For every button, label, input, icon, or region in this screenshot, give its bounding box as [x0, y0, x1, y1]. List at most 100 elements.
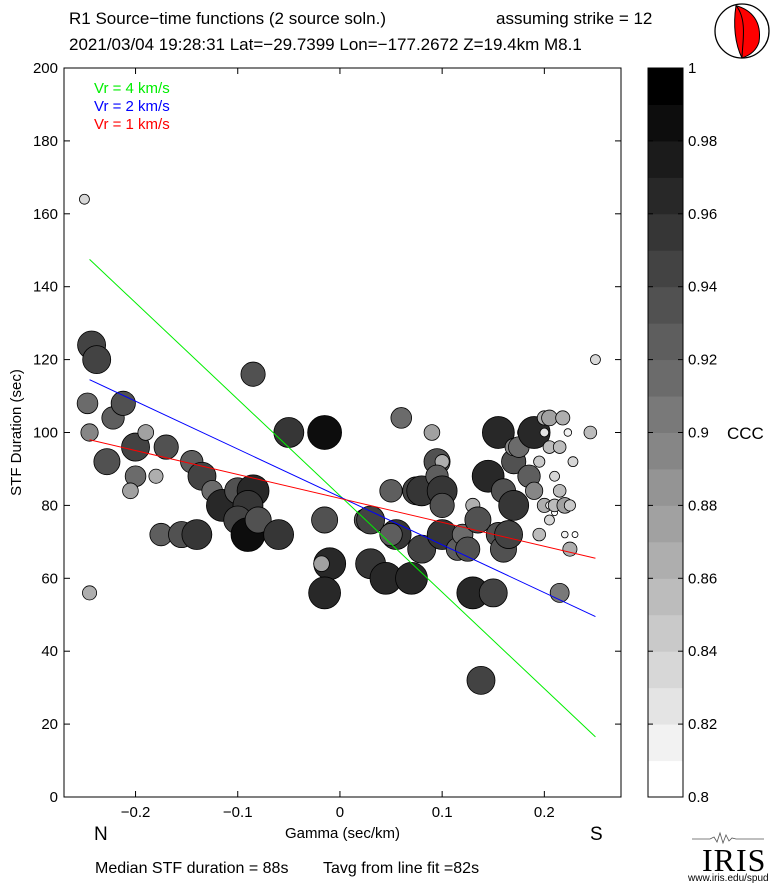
north-label: N	[94, 824, 108, 845]
colorbar-swatch	[648, 286, 683, 324]
y-tick-label: 180	[33, 133, 58, 150]
colorbar-tick-label: 0.84	[688, 643, 717, 660]
colorbar-swatch	[648, 68, 683, 105]
data-point	[423, 424, 441, 441]
data-point	[313, 555, 330, 572]
fit-line	[89, 379, 596, 618]
colorbar-tick-label: 0.92	[688, 352, 717, 369]
iris-logo: IRIS www.iris.edu/spud	[688, 830, 769, 885]
data-point	[541, 409, 558, 427]
data-point	[93, 448, 121, 476]
data-point	[379, 479, 403, 503]
legend-entry: Vr = 4 km/s	[94, 80, 170, 97]
data-point	[263, 519, 294, 550]
title-strike: assuming strike = 12	[496, 9, 653, 28]
x-tick-label: 0	[336, 804, 344, 821]
south-label: S	[590, 824, 603, 845]
data-point	[583, 425, 598, 440]
data-point	[498, 490, 530, 521]
colorbar-swatch	[648, 687, 683, 725]
data-point	[244, 506, 272, 534]
data-point	[307, 415, 342, 450]
data-point	[153, 434, 179, 460]
scatter-points	[76, 193, 601, 695]
colorbar-swatch	[648, 250, 683, 288]
colorbar-swatch	[648, 578, 683, 616]
data-point	[148, 468, 164, 484]
colorbar-swatch	[648, 614, 683, 652]
colorbar-swatch	[648, 760, 683, 798]
data-point	[482, 416, 515, 449]
data-point	[429, 492, 455, 518]
colorbar-swatch	[648, 140, 683, 178]
data-point	[80, 423, 99, 442]
colorbar-tick-label: 1	[688, 60, 696, 77]
tavg-line-fit: Tavg from line fit =82s	[323, 860, 480, 877]
data-point	[478, 578, 508, 608]
y-tick-label: 0	[50, 789, 58, 806]
data-point	[395, 561, 428, 595]
data-point	[549, 470, 560, 482]
iris-url: www.iris.edu/spud	[688, 873, 769, 884]
data-point	[552, 484, 567, 498]
x-tick-label: 0.2	[534, 804, 555, 821]
y-tick-label: 80	[41, 497, 58, 514]
data-point	[555, 410, 571, 426]
data-point	[311, 506, 339, 534]
data-point	[308, 576, 341, 610]
colorbar-tick-label: 0.82	[688, 716, 717, 733]
data-point	[525, 481, 544, 500]
y-tick-label: 140	[33, 279, 58, 296]
data-point	[544, 514, 555, 526]
chart-text: −0.2 −0.1 0 0.1 0.2 0 20 40 60 80 100 120 140 160 180 2…	[8, 60, 764, 845]
x-tick-label: −0.1	[223, 804, 253, 821]
median-duration: Median STF duration = 88s	[95, 860, 289, 877]
data-point	[562, 541, 578, 557]
data-point	[240, 361, 266, 387]
colorbar-tick-label: 0.88	[688, 497, 717, 514]
x-tick-label: 0.1	[432, 804, 453, 821]
data-point	[273, 417, 305, 448]
legend-entry: Vr = 2 km/s	[94, 98, 170, 115]
data-point	[561, 530, 569, 539]
axes	[63, 67, 683, 798]
data-point	[110, 390, 136, 416]
data-point	[79, 193, 90, 205]
data-point	[455, 536, 481, 562]
y-tick-label: 20	[41, 716, 58, 733]
y-tick-label: 60	[41, 570, 58, 587]
data-point	[82, 345, 112, 375]
y-tick-label: 40	[41, 643, 58, 660]
title-line-1: R1 Source−time functions (2 source soln.…	[69, 9, 387, 28]
data-point	[356, 505, 386, 535]
x-axis-label: Gamma (sec/km)	[285, 825, 400, 842]
colorbar-tick-label: 0.98	[688, 133, 717, 150]
colorbar-swatch	[648, 213, 683, 251]
fit-line	[89, 439, 596, 559]
colorbar-swatch	[648, 104, 683, 142]
y-tick-label: 160	[33, 206, 58, 223]
data-point	[76, 392, 99, 415]
colorbar-swatch	[648, 505, 683, 543]
colorbar-swatch	[648, 432, 683, 470]
colorbar-tick-label: 0.8	[688, 789, 709, 806]
iris-logo-text: IRIS	[702, 842, 767, 878]
colorbar-swatch	[648, 359, 683, 397]
data-point	[563, 428, 573, 437]
seismogram-icon	[692, 831, 764, 845]
data-point	[571, 531, 579, 538]
data-point	[494, 520, 523, 549]
data-point	[137, 424, 155, 441]
colorbar-tick-label: 0.86	[688, 570, 717, 587]
data-point	[466, 665, 496, 695]
colorbar-swatch	[648, 396, 683, 433]
x-tick-label: −0.2	[121, 804, 151, 821]
legend-entry: Vr = 1 km/s	[94, 116, 170, 133]
data-point	[379, 522, 403, 547]
colorbar-tick-label: 0.9	[688, 425, 709, 442]
data-point	[552, 440, 567, 454]
colorbar-swatch	[648, 651, 683, 689]
title-line-2: 2021/03/04 19:28:31 Lat=−29.7399 Lon=−17…	[69, 35, 582, 54]
y-axis-label: STF Duration (sec)	[8, 369, 25, 496]
data-point	[390, 407, 413, 429]
